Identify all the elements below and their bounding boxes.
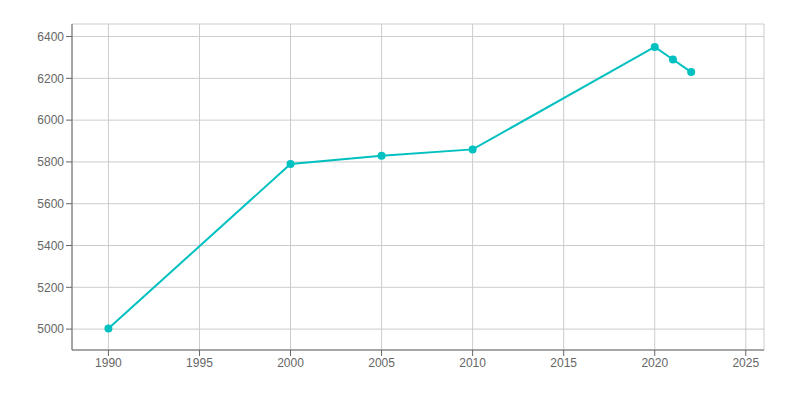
svg-text:2015: 2015 bbox=[550, 356, 577, 370]
svg-text:5600: 5600 bbox=[37, 197, 64, 211]
svg-text:2020: 2020 bbox=[641, 356, 668, 370]
svg-text:6200: 6200 bbox=[37, 72, 64, 86]
svg-text:2000: 2000 bbox=[277, 356, 304, 370]
svg-text:2025: 2025 bbox=[732, 356, 759, 370]
svg-text:5400: 5400 bbox=[37, 239, 64, 253]
svg-text:2005: 2005 bbox=[368, 356, 395, 370]
svg-text:6000: 6000 bbox=[37, 113, 64, 127]
svg-text:1995: 1995 bbox=[186, 356, 213, 370]
svg-text:5800: 5800 bbox=[37, 155, 64, 169]
svg-text:5000: 5000 bbox=[37, 322, 64, 336]
svg-text:1990: 1990 bbox=[95, 356, 122, 370]
svg-text:5200: 5200 bbox=[37, 281, 64, 295]
svg-text:6400: 6400 bbox=[37, 30, 64, 44]
svg-text:2010: 2010 bbox=[459, 356, 486, 370]
